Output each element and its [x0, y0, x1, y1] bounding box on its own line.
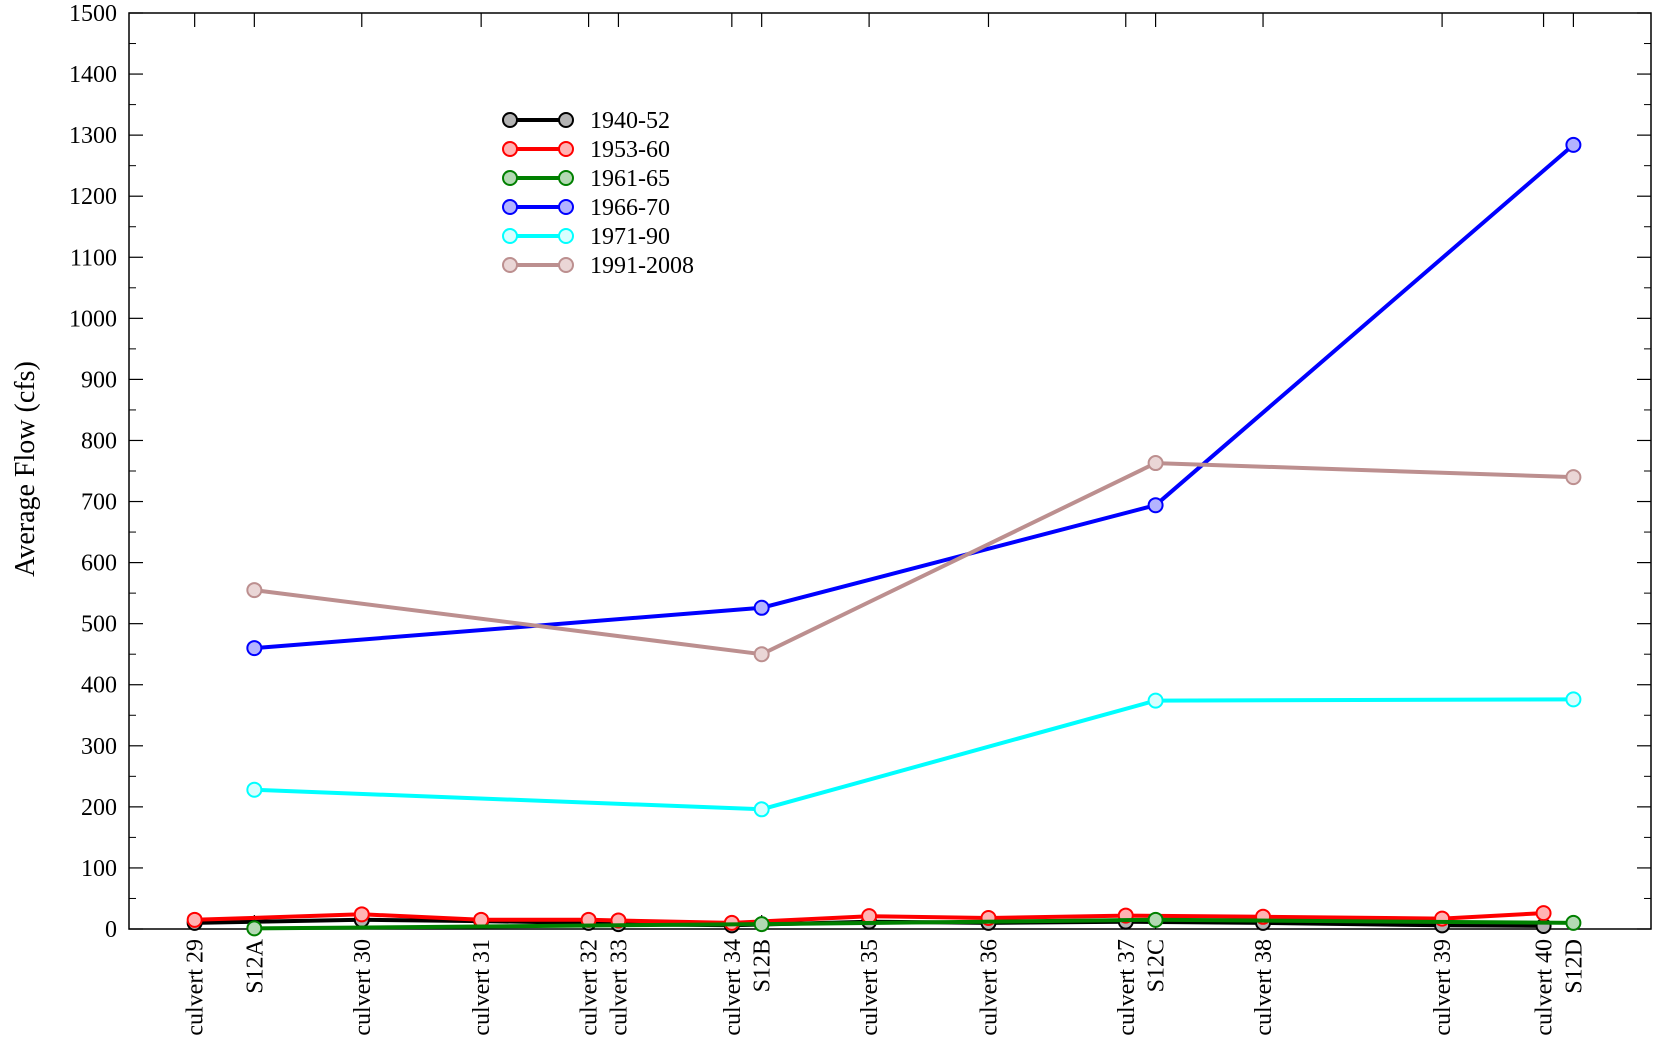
data-point: [246, 920, 263, 937]
series-1991-2008: [246, 455, 1582, 663]
legend-marker: [502, 257, 518, 273]
x-tick-label: culvert 32: [577, 939, 603, 1036]
x-tick-label: culvert 38: [1251, 939, 1277, 1036]
legend-entry: 1966-70: [502, 195, 670, 221]
data-point: [1147, 497, 1164, 514]
legend-label: 1991-2008: [590, 253, 694, 279]
y-tick-label: 1200: [69, 184, 117, 210]
data-point: [1565, 914, 1582, 931]
y-tick-label: 700: [81, 490, 117, 516]
series-1966-70: [246, 136, 1582, 657]
y-tick-label: 1000: [69, 306, 117, 332]
y-tick-label: 0: [105, 917, 117, 943]
x-tick-label: culvert 30: [350, 939, 376, 1036]
series-1961-65: [246, 911, 1582, 937]
y-tick-label: 400: [81, 673, 117, 699]
series-line: [254, 143, 1575, 651]
legend-marker: [558, 141, 574, 157]
x-tick-label: culvert 37: [1114, 939, 1140, 1036]
legend-entry: 1940-52: [502, 108, 670, 134]
legend-label: 1966-70: [590, 195, 670, 221]
legend-entry: 1953-60: [502, 137, 670, 163]
y-tick-label: 800: [81, 428, 117, 454]
data-point: [1565, 469, 1582, 486]
data-point: [353, 906, 370, 923]
axes-group: 0 100 200 300 400 500 600 700 800 900 1000 1100 1200…: [69, 1, 1652, 1036]
x-tick-label: culvert 31: [469, 939, 495, 1036]
legend-label: 1940-52: [590, 108, 670, 134]
x-tick-label: culvert 33: [606, 939, 632, 1036]
legend-marker: [502, 170, 518, 186]
legend: 1940-52 1953-60 1961-65 1966-70 1971-90 1991-…: [502, 108, 694, 279]
legend-entry: 1971-90: [502, 224, 670, 250]
data-point: [753, 646, 770, 663]
series-1971-90: [246, 691, 1582, 818]
x-tick-label: culvert 39: [1430, 939, 1456, 1036]
series-line: [194, 911, 1544, 925]
legend-label: 1961-65: [590, 166, 670, 192]
legend-marker: [502, 228, 518, 244]
legend-label: 1971-90: [590, 224, 670, 250]
x-tick-label: culvert 29: [183, 939, 209, 1036]
legend-marker: [502, 141, 518, 157]
series-line: [254, 697, 1574, 812]
x-tick-label: culvert 34: [720, 939, 746, 1036]
series-group: [186, 136, 1582, 937]
data-point: [246, 640, 263, 657]
data-point: [1147, 692, 1164, 709]
series-line: [254, 461, 1574, 657]
data-point: [246, 582, 263, 599]
x-tick-label: S12C: [1144, 939, 1170, 992]
y-tick-label: 500: [81, 612, 117, 638]
legend-entry: 1961-65: [502, 166, 670, 192]
y-tick-label: 300: [81, 734, 117, 760]
y-tick-label: 600: [81, 551, 117, 577]
data-point: [1147, 911, 1164, 928]
data-point: [246, 781, 263, 798]
legend-marker: [502, 112, 518, 128]
data-point: [1147, 455, 1164, 472]
y-axis-label: Average Flow (cfs): [10, 361, 41, 577]
data-point: [753, 599, 770, 616]
x-tick-label: S12A: [242, 938, 268, 993]
x-tick-label: S12D: [1561, 939, 1587, 994]
legend-marker: [558, 199, 574, 215]
data-point: [186, 911, 203, 928]
y-tick-label: 1500: [69, 1, 117, 27]
data-point: [753, 916, 770, 933]
y-tick-label: 1100: [70, 245, 117, 271]
series-line: [254, 917, 1574, 931]
y-tick-label: 1400: [69, 62, 117, 88]
data-point: [1565, 691, 1582, 708]
legend-label: 1953-60: [590, 137, 670, 163]
data-point: [1535, 905, 1552, 922]
x-tick-label: S12B: [750, 939, 776, 992]
y-tick-label: 900: [81, 367, 117, 393]
legend-entry: 1991-2008: [502, 253, 694, 279]
data-point: [1565, 136, 1582, 153]
legend-marker: [558, 257, 574, 273]
legend-marker: [558, 170, 574, 186]
x-tick-label: culvert 36: [976, 939, 1002, 1036]
y-tick-label: 1300: [69, 123, 117, 149]
data-point: [753, 801, 770, 818]
legend-marker: [502, 199, 518, 215]
y-tick-label: 200: [81, 795, 117, 821]
x-tick-label: culvert 35: [857, 939, 883, 1036]
legend-marker: [558, 228, 574, 244]
legend-marker: [558, 112, 574, 128]
y-tick-label: 100: [81, 856, 117, 882]
x-tick-label: culvert 40: [1532, 939, 1558, 1036]
